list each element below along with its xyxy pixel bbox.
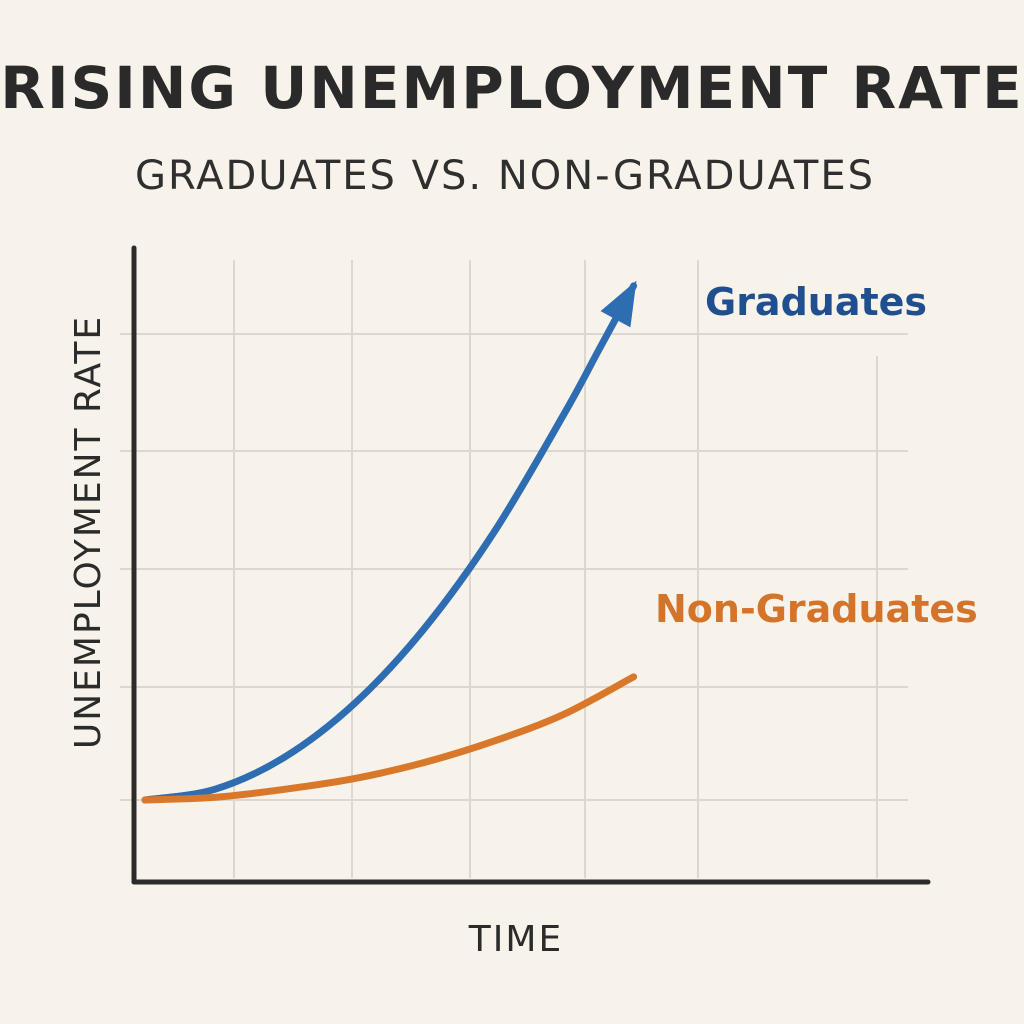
- grid: [120, 260, 908, 878]
- series-layer: Graduates Non-Graduates: [141, 280, 978, 804]
- chart-subtitle: GRADUATES VS. NON-GRADUATES: [134, 153, 876, 199]
- series-label: Non-Graduates: [655, 587, 978, 631]
- axes: TIME UNEMPLOYMENT RATE: [68, 245, 931, 960]
- x-axis-label: TIME: [468, 919, 563, 960]
- series-non-graduates: Non-Graduates: [141, 587, 978, 804]
- y-axis-label: UNEMPLOYMENT RATE: [68, 315, 109, 749]
- series-label: Graduates: [705, 280, 927, 324]
- series-line: [141, 282, 638, 804]
- chart-title: RISING UNEMPLOYMENT RATE: [0, 54, 1024, 122]
- series-line: [141, 673, 638, 804]
- arrow-head-icon: [600, 280, 637, 328]
- series-graduates: Graduates: [141, 280, 927, 804]
